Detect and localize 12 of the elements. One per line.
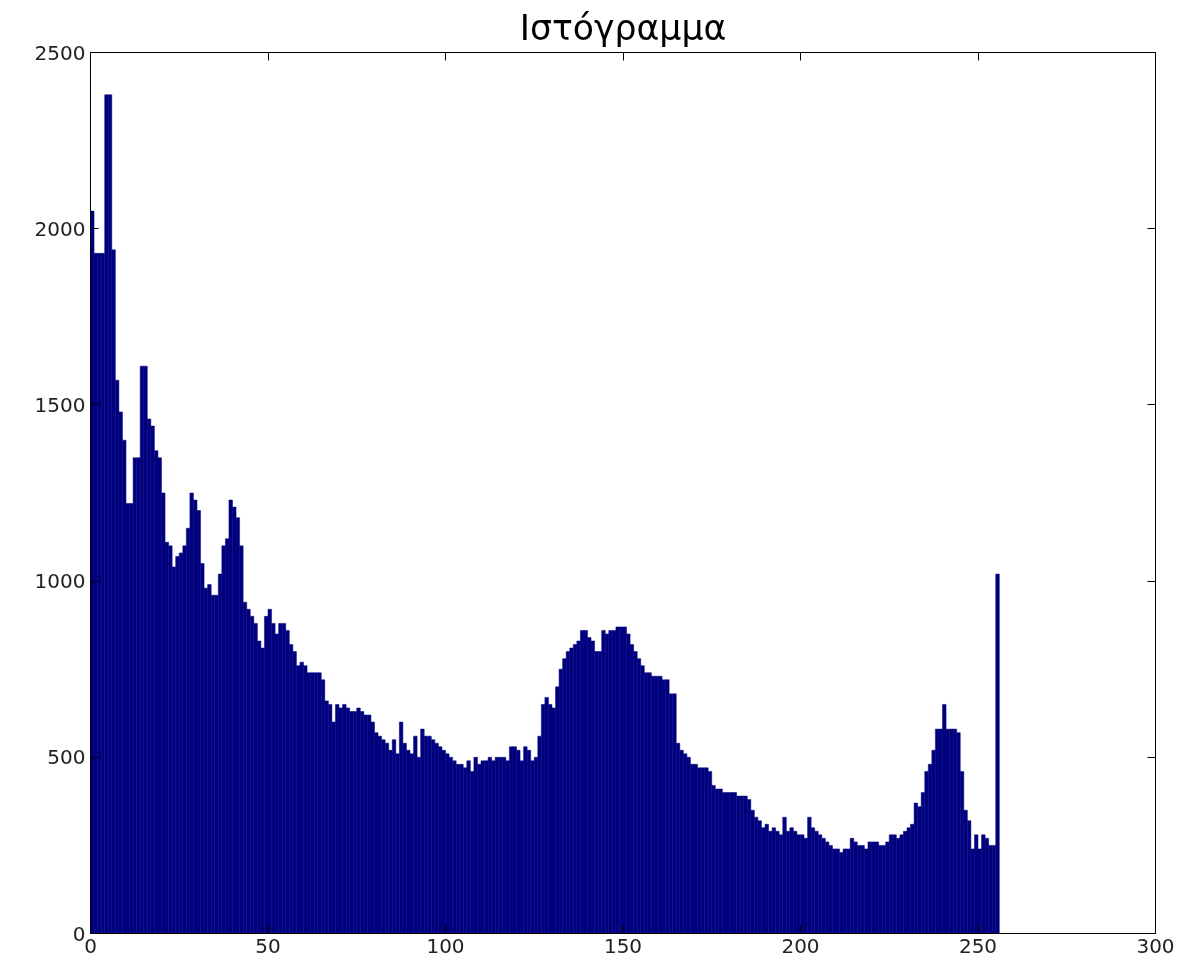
y-tick-label: 1000 <box>34 569 86 594</box>
y-tick-label: 2000 <box>34 216 86 241</box>
x-tick-label: 250 <box>958 933 998 958</box>
x-tick-label: 50 <box>255 933 281 958</box>
x-tick-label: 200 <box>781 933 820 958</box>
x-tick-label: 100 <box>426 933 465 958</box>
x-tick-label: 300 <box>1136 933 1175 958</box>
y-tick-label: 500 <box>47 745 86 770</box>
x-tick-label: 150 <box>603 933 643 958</box>
chart-title: Ιστόγραμμα <box>519 7 727 48</box>
y-tick-label: 2500 <box>34 40 86 65</box>
y-tick-label: 1500 <box>34 392 86 417</box>
